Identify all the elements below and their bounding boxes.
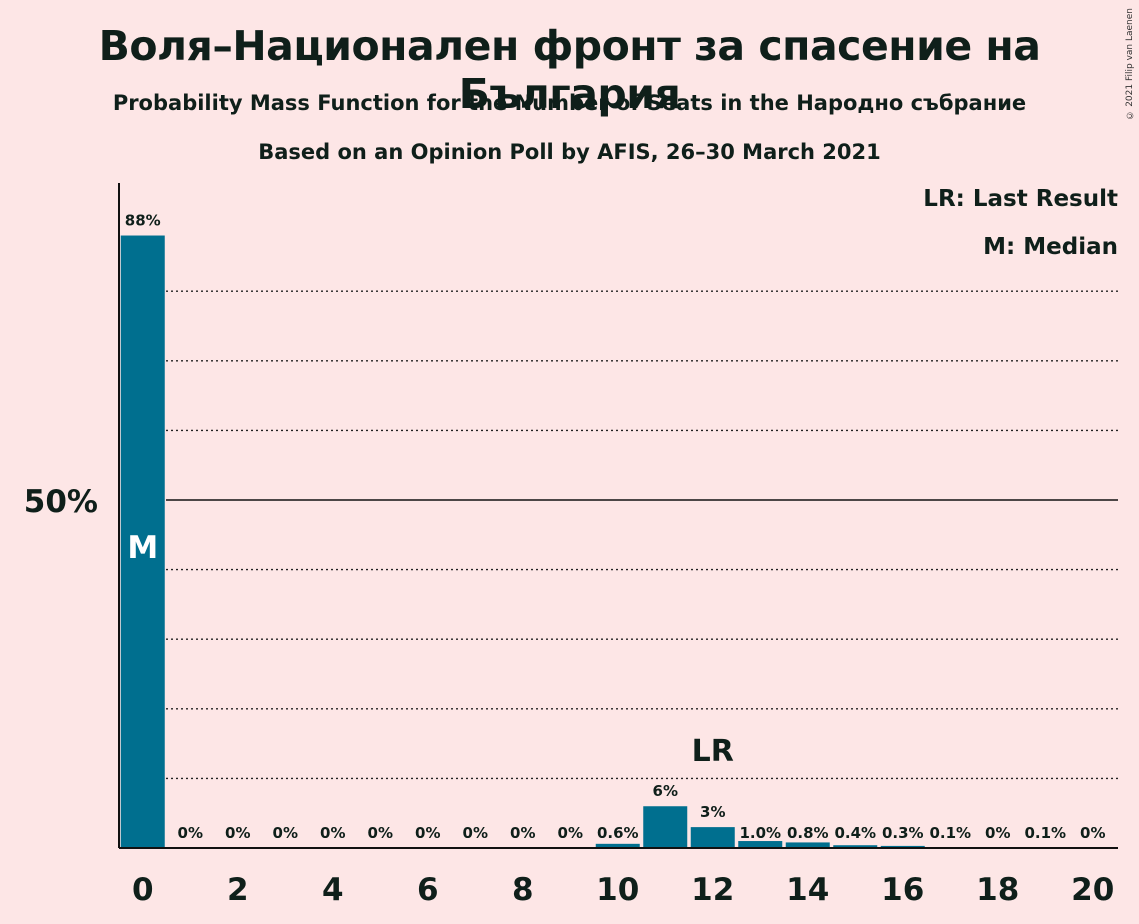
bar-value-label: 0.6% xyxy=(597,824,639,842)
chart-source-line: Based on an Opinion Poll by AFIS, 26–30 … xyxy=(258,140,881,164)
x-tick-label: 8 xyxy=(512,872,534,908)
bar-value-label: 6% xyxy=(653,782,678,800)
bar xyxy=(595,843,640,848)
bar-value-label: 0.1% xyxy=(1024,824,1066,842)
bar xyxy=(738,841,783,848)
y-tick-label: 50% xyxy=(24,484,98,520)
bar-value-label: 0% xyxy=(985,824,1010,842)
median-marker: M xyxy=(127,530,158,566)
bar xyxy=(690,827,735,848)
bar xyxy=(785,842,830,848)
legend-median: M: Median xyxy=(983,234,1118,260)
bar-value-label: 0.1% xyxy=(929,824,971,842)
bar-value-label: 0% xyxy=(463,824,488,842)
bar xyxy=(643,806,688,848)
bar-value-label: 1.0% xyxy=(739,824,781,842)
x-tick-label: 14 xyxy=(786,872,829,908)
bar-value-label: 0% xyxy=(273,824,298,842)
bar-value-label: 0% xyxy=(510,824,535,842)
x-tick-label: 16 xyxy=(881,872,924,908)
x-tick-label: 12 xyxy=(691,872,734,908)
last-result-marker: LR xyxy=(692,734,734,769)
x-tick-label: 2 xyxy=(227,872,249,908)
bar xyxy=(120,235,165,848)
x-tick-label: 18 xyxy=(976,872,1019,908)
x-tick-label: 20 xyxy=(1071,872,1114,908)
bar-value-label: 0% xyxy=(558,824,583,842)
bar-value-label: 0% xyxy=(368,824,393,842)
chart-subtitle: Probability Mass Function for the Number… xyxy=(112,91,1027,115)
markers: M LR xyxy=(127,530,734,769)
axes: 0 2 4 6 8 10 12 14 16 18 20 50% xyxy=(24,183,1118,908)
bar-value-label: 88% xyxy=(125,212,161,230)
x-tick-label: 0 xyxy=(132,872,154,908)
chart-title: Воля–Национален фронт за спасение на Бъл… xyxy=(98,22,1041,118)
bar xyxy=(880,845,925,848)
bar-value-label: 0% xyxy=(225,824,250,842)
bar-value-labels: 88% 0% 0% 0% 0% 0% 0% 0% 0% 0% 0.6% 6% 3% 1.0% 0.8% 0.4… xyxy=(125,212,1106,842)
bar-value-label: 0.4% xyxy=(834,824,876,842)
bar-value-label: 0% xyxy=(415,824,440,842)
x-tick-label: 4 xyxy=(322,872,344,908)
bar-value-label: 0% xyxy=(1080,824,1105,842)
bar xyxy=(833,845,878,848)
bars xyxy=(120,235,1068,848)
gridlines xyxy=(166,290,1118,780)
bar-value-label: 0.8% xyxy=(787,824,829,842)
bar-value-label: 0% xyxy=(320,824,345,842)
bar-value-label: 0.3% xyxy=(882,824,924,842)
x-tick-label: 10 xyxy=(596,872,639,908)
bar-value-label: 3% xyxy=(700,803,725,821)
legend-last-result: LR: Last Result xyxy=(923,186,1118,212)
bar-value-label: 0% xyxy=(178,824,203,842)
x-tick-label: 6 xyxy=(417,872,439,908)
